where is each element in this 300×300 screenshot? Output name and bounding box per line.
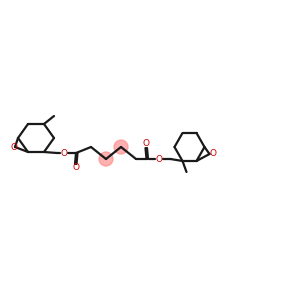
Text: O: O	[72, 164, 79, 172]
Text: O: O	[61, 148, 68, 158]
Circle shape	[114, 140, 128, 154]
Text: O: O	[143, 140, 150, 148]
Text: O: O	[11, 143, 17, 152]
Circle shape	[99, 152, 113, 166]
Text: O: O	[155, 154, 162, 164]
Text: O: O	[210, 149, 217, 158]
